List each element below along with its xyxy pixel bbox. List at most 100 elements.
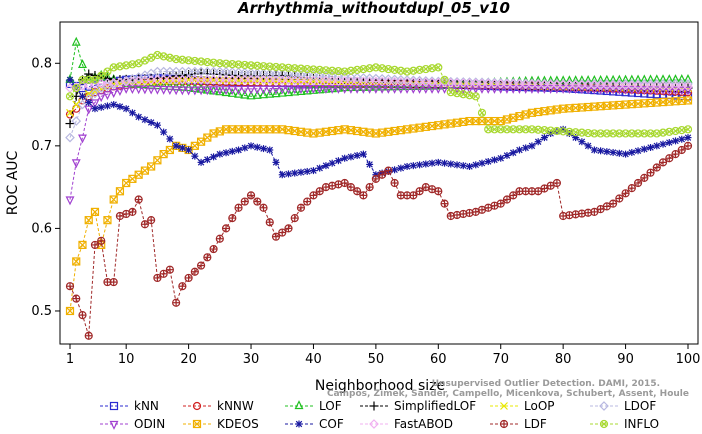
data-point xyxy=(584,128,593,138)
data-point xyxy=(626,79,637,89)
data-point xyxy=(209,58,218,67)
legend-label: KDEOS xyxy=(217,417,259,431)
data-point xyxy=(558,84,568,94)
data-point xyxy=(109,63,118,72)
data-point xyxy=(289,69,300,80)
data-point xyxy=(308,84,318,94)
data-point xyxy=(314,71,325,81)
data-point xyxy=(278,228,287,237)
data-point xyxy=(271,69,281,79)
data-point xyxy=(147,216,156,225)
series-kdeos xyxy=(65,96,693,316)
data-point xyxy=(384,64,393,74)
series-line-odin xyxy=(69,87,689,200)
data-point xyxy=(196,261,206,270)
data-point xyxy=(72,294,81,303)
data-point xyxy=(527,84,537,94)
data-point xyxy=(409,191,418,200)
data-point xyxy=(203,253,212,262)
data-point xyxy=(615,149,623,157)
data-point xyxy=(408,77,419,88)
data-point xyxy=(122,61,131,70)
data-point xyxy=(172,298,181,307)
data-point xyxy=(415,187,424,196)
data-point xyxy=(539,84,549,94)
data-point xyxy=(608,79,618,89)
data-point xyxy=(160,128,168,136)
data-point xyxy=(228,213,237,223)
data-point xyxy=(302,70,313,81)
data-point xyxy=(565,127,574,136)
data-point xyxy=(647,143,655,151)
data-point xyxy=(422,160,430,168)
data-point xyxy=(308,75,319,86)
data-point xyxy=(534,125,543,134)
data-point xyxy=(71,116,82,126)
data-point xyxy=(259,62,268,71)
data-point xyxy=(283,69,294,80)
data-point xyxy=(571,85,581,95)
data-point xyxy=(240,60,249,70)
data-point xyxy=(602,85,612,95)
data-point xyxy=(552,178,562,188)
data-point xyxy=(227,86,237,95)
data-point xyxy=(433,84,443,94)
data-point xyxy=(239,74,250,85)
data-point xyxy=(409,162,417,170)
data-point xyxy=(72,83,81,93)
data-point xyxy=(190,69,200,79)
data-point xyxy=(184,56,193,65)
data-point xyxy=(390,81,400,91)
data-point xyxy=(390,65,399,74)
data-point xyxy=(72,100,81,109)
data-point xyxy=(620,80,631,91)
data-point xyxy=(589,85,599,95)
data-point xyxy=(246,74,256,85)
data-point xyxy=(684,134,692,142)
data-point xyxy=(203,58,212,67)
data-point xyxy=(227,87,237,97)
data-point xyxy=(197,158,205,166)
data-point xyxy=(289,75,300,86)
legend-marker xyxy=(369,401,379,411)
data-point xyxy=(196,83,206,93)
data-point xyxy=(215,234,224,243)
data-point xyxy=(259,89,268,99)
data-point xyxy=(414,77,425,88)
data-point xyxy=(328,159,336,167)
data-point xyxy=(614,85,624,95)
data-point xyxy=(84,89,93,98)
data-point xyxy=(383,81,393,91)
legend-label: LOF xyxy=(319,399,342,413)
data-point xyxy=(408,75,419,86)
data-point xyxy=(253,197,262,206)
data-point xyxy=(676,81,687,92)
data-point xyxy=(78,240,87,250)
data-point xyxy=(608,199,618,208)
data-point xyxy=(502,79,512,89)
data-point xyxy=(653,142,661,150)
data-point xyxy=(246,90,256,100)
data-point xyxy=(72,257,81,266)
data-point xyxy=(65,282,75,291)
legend-marker xyxy=(294,400,304,410)
data-point xyxy=(377,81,387,91)
x-axis: 1 10 20 30 40 50 60 70 80 90 100 xyxy=(66,344,700,367)
data-point xyxy=(678,135,686,143)
x-tick-label: 10 xyxy=(118,352,135,367)
legend-item-knnw: kNNW xyxy=(183,399,254,413)
data-point xyxy=(214,74,225,85)
data-point xyxy=(603,148,611,156)
data-point xyxy=(402,75,412,85)
data-point xyxy=(577,85,587,95)
data-point xyxy=(539,79,550,90)
data-point xyxy=(671,86,680,96)
data-point xyxy=(483,77,494,88)
data-point xyxy=(396,66,405,75)
data-point xyxy=(296,75,306,86)
data-point xyxy=(235,146,243,154)
data-point xyxy=(652,86,662,96)
data-point xyxy=(165,86,175,96)
data-point xyxy=(665,154,674,163)
data-point xyxy=(284,63,293,72)
